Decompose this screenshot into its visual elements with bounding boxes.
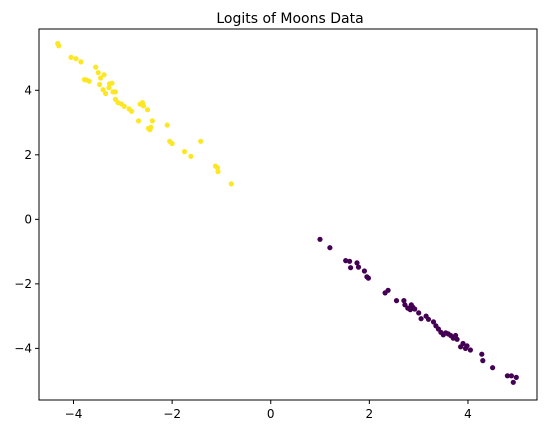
data-point-series-1-13 — [401, 298, 407, 304]
data-point-series-0-15 — [106, 85, 112, 91]
x-tick-label: −4 — [65, 407, 83, 421]
data-point-series-0-10 — [98, 75, 104, 81]
y-axis-ticks: −4 −2 0 2 4 — [14, 83, 39, 355]
data-point-series-1-42 — [490, 365, 496, 371]
data-point-series-1-20 — [416, 310, 422, 316]
data-point-series-1-9 — [365, 275, 371, 281]
data-point-series-1-3 — [347, 258, 353, 264]
data-point-series-1-23 — [425, 316, 432, 322]
data-point-series-0-1 — [56, 43, 62, 49]
data-point-series-1-41 — [480, 358, 486, 364]
data-point-series-1-24 — [430, 319, 437, 325]
data-point-series-1-34 — [454, 336, 460, 342]
data-point-series-0-33 — [148, 124, 154, 130]
data-point-series-0-35 — [164, 122, 170, 128]
y-tick-label: −4 — [14, 341, 32, 355]
data-point-series-0-11 — [97, 81, 103, 88]
data-point-series-1-39 — [467, 347, 473, 353]
data-point-series-0-13 — [101, 72, 107, 78]
data-point-series-1-45 — [510, 379, 516, 385]
data-point-series-1-4 — [348, 265, 354, 271]
data-point-series-0-25 — [129, 108, 135, 114]
data-point-series-0-44 — [228, 181, 234, 187]
x-axis-ticks: −4 −2 0 2 4 — [65, 400, 472, 421]
data-point-series-0-30 — [136, 118, 142, 124]
chart-title: Logits of Moons Data — [216, 11, 363, 27]
data-point-series-1-38 — [464, 343, 470, 349]
x-tick-label: −2 — [163, 407, 181, 421]
data-point-series-0-40 — [198, 138, 204, 144]
y-tick-label: 4 — [24, 83, 32, 97]
data-point-series-0-37 — [169, 140, 175, 147]
data-point-series-1-5 — [354, 260, 360, 266]
data-point-series-1-44 — [508, 373, 514, 379]
data-point-series-1-36 — [460, 340, 466, 347]
points-layer — [55, 40, 519, 385]
data-point-series-0-28 — [140, 103, 147, 109]
data-point-series-0-39 — [188, 153, 194, 159]
data-point-series-1-19 — [412, 306, 418, 312]
x-tick-label: 4 — [464, 407, 472, 421]
data-point-series-1-40 — [479, 351, 485, 357]
data-point-series-0-42 — [214, 165, 221, 171]
x-tick-label: 2 — [366, 407, 374, 421]
data-point-series-1-43 — [504, 373, 510, 379]
data-point-series-0-43 — [215, 169, 221, 175]
y-tick-label: −2 — [14, 277, 32, 291]
data-point-series-1-21 — [418, 316, 424, 322]
data-point-series-1-46 — [513, 374, 519, 380]
data-point-series-0-14 — [103, 90, 109, 97]
data-point-series-0-3 — [73, 56, 79, 62]
y-tick-label: 2 — [24, 148, 32, 162]
data-point-series-1-0 — [317, 236, 323, 242]
data-point-series-0-29 — [144, 107, 151, 113]
y-tick-label: 0 — [24, 212, 32, 226]
data-point-series-0-4 — [78, 59, 84, 65]
data-point-series-0-12 — [100, 87, 106, 93]
data-point-series-1-1 — [327, 245, 333, 251]
x-tick-label: 0 — [267, 407, 275, 421]
data-point-series-0-34 — [149, 118, 155, 124]
data-point-series-1-7 — [361, 268, 367, 274]
data-point-series-0-19 — [112, 89, 118, 95]
data-point-series-0-17 — [109, 80, 115, 86]
data-point-series-0-8 — [93, 64, 99, 70]
plot-frame — [38, 28, 538, 401]
data-point-series-0-7 — [86, 78, 92, 84]
data-point-series-0-23 — [121, 103, 127, 109]
data-point-series-0-38 — [181, 149, 188, 155]
data-point-series-0-2 — [68, 54, 74, 61]
data-point-series-1-12 — [393, 298, 400, 304]
data-point-series-0-9 — [95, 70, 101, 76]
data-point-series-1-6 — [355, 264, 362, 270]
data-point-series-1-11 — [385, 287, 391, 293]
data-point-series-1-2 — [343, 258, 349, 264]
